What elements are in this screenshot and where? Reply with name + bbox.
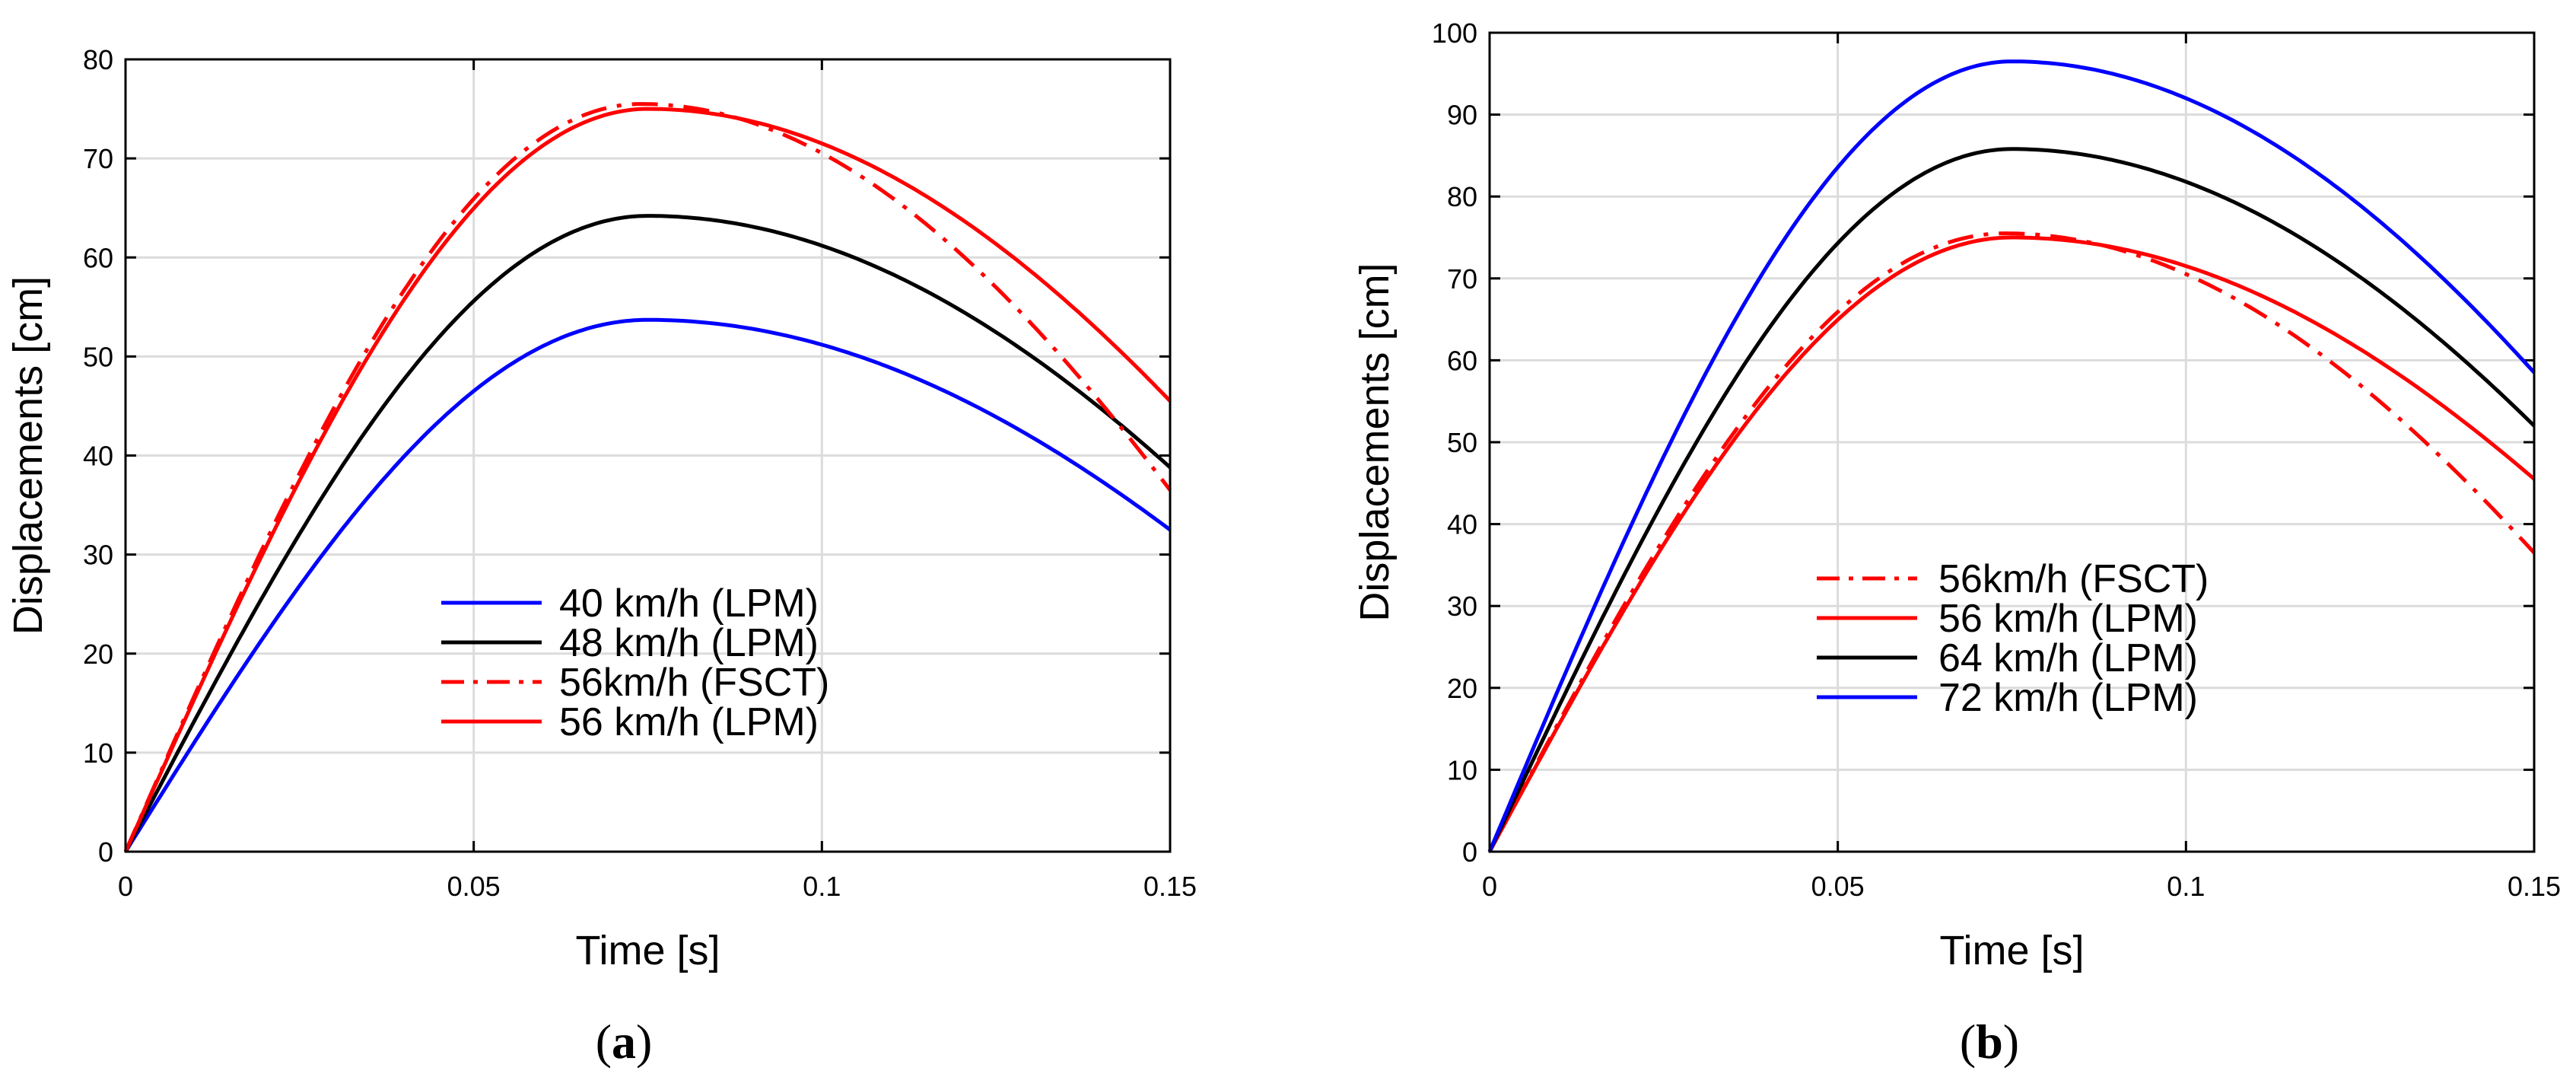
y-tick-label: 20: [1447, 673, 1477, 704]
x-tick-label: 0.05: [447, 871, 501, 902]
series-line-40-km-h-lpm: [123, 317, 1172, 853]
x-tick-label: 0.15: [2508, 871, 2561, 902]
panel-caption: (b): [1960, 1015, 2019, 1069]
caption-open-paren: (: [596, 1015, 612, 1069]
legend-label-64-km-h-lpm: 64 km/h (LPM): [1938, 636, 2198, 680]
x-tick-label: 0.1: [2167, 871, 2205, 902]
y-tick-label: 0: [1462, 836, 1477, 868]
y-tick-label: 30: [1447, 591, 1477, 622]
legend-label-56-km-h-lpm: 56 km/h (LPM): [1938, 597, 2198, 641]
y-tick-label: 100: [1432, 18, 1477, 49]
y-tick-label: 10: [83, 738, 113, 769]
x-axis-label: Time [s]: [575, 928, 720, 973]
legend-label-40-km-h-lpm: 40 km/h (LPM): [559, 581, 819, 626]
caption-open-paren: (: [1960, 1015, 1976, 1069]
axes-frame: [1488, 31, 2536, 853]
x-tick-label: 0: [118, 871, 133, 902]
x-tick-label: 0.05: [1811, 871, 1865, 902]
caption-close-paren: ): [636, 1015, 652, 1069]
y-axis-label: Displacements [cm]: [5, 276, 51, 635]
y-tick-label: 80: [1447, 181, 1477, 212]
caption-letter: b: [1976, 1015, 2003, 1069]
series-line-56-km-h-lpm: [123, 107, 1172, 853]
y-tick-label: 60: [83, 242, 113, 273]
y-tick-label: 30: [83, 540, 113, 571]
caption-letter: a: [612, 1015, 636, 1069]
y-tick-label: 20: [83, 639, 113, 670]
y-tick-label: 70: [1447, 263, 1477, 295]
series-line-56km-h-fsct: [123, 102, 1172, 853]
y-tick-label: 50: [1447, 427, 1477, 458]
x-axis-label: Time [s]: [1939, 928, 2084, 973]
legend-label-72-km-h-lpm: 72 km/h (LPM): [1938, 676, 2198, 720]
legend-label-56-km-h-lpm: 56 km/h (LPM): [559, 700, 819, 744]
chart-panel-a: 0 0.05 0.1 0.15 0 10 20 30 40 50 60 70 80 Time [s] Dis…: [5, 44, 1197, 1069]
x-tick-label: 0: [1482, 871, 1497, 902]
legend: 40 km/h (LPM)48 km/h (LPM)56km/h (FSCT)5…: [441, 581, 829, 744]
y-tick-label: 0: [98, 836, 113, 868]
series-line-72-km-h-lpm: [1487, 59, 2536, 852]
y-tick-label: 80: [83, 44, 113, 75]
panel-caption: (a): [596, 1015, 653, 1069]
y-tick-label: 90: [1447, 100, 1477, 131]
series-line-56km-h-fsct: [1487, 231, 2536, 853]
series-line-48-km-h-lpm: [123, 214, 1172, 853]
y-tick-label: 40: [83, 441, 113, 472]
x-tick-label: 0.1: [803, 871, 841, 902]
y-tick-label: 60: [1447, 345, 1477, 376]
series-line-64-km-h-lpm: [1487, 147, 2536, 853]
caption-close-paren: ): [2003, 1015, 2019, 1069]
y-tick-label: 50: [83, 341, 113, 372]
y-axis-label: Displacements [cm]: [1352, 263, 1398, 621]
y-tick-label: 10: [1447, 754, 1477, 785]
y-tick-label: 40: [1447, 509, 1477, 540]
axes-frame: [124, 58, 1172, 853]
legend: 56km/h (FSCT)56 km/h (LPM)64 km/h (LPM)7…: [1817, 557, 2209, 720]
x-tick-label: 0.15: [1143, 871, 1197, 902]
legend-label-56km-h-fsct: 56km/h (FSCT): [1938, 557, 2209, 601]
series-line-56-km-h-lpm: [1487, 235, 2536, 853]
y-tick-label: 70: [83, 143, 113, 174]
legend-label-56km-h-fsct: 56km/h (FSCT): [559, 661, 829, 705]
legend-label-48-km-h-lpm: 48 km/h (LPM): [559, 621, 819, 665]
chart-panel-b: 0 0.05 0.1 0.15 0 10 20 30 40 50 60 70 80 90 100 Time […: [1352, 18, 2561, 1069]
